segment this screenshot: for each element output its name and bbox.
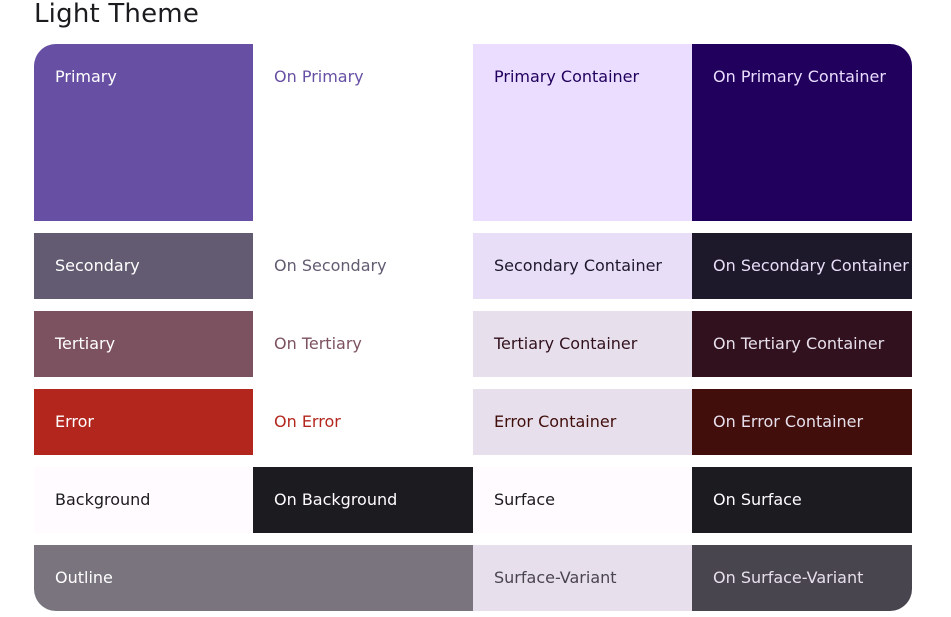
swatch-on-error: On Error: [253, 389, 473, 455]
swatch-error-container: Error Container: [473, 389, 692, 455]
swatch-background: Background: [34, 467, 253, 533]
swatch-error: Error: [34, 389, 253, 455]
swatch-outline: Outline: [34, 545, 473, 611]
swatch-surface: Surface: [473, 467, 692, 533]
swatch-on-tertiary: On Tertiary: [253, 311, 473, 377]
swatch-secondary: Secondary: [34, 233, 253, 299]
swatch-on-primary-container: On Primary Container: [692, 44, 912, 221]
swatch-on-secondary-container: On Secondary Container: [692, 233, 912, 299]
swatch-tertiary-container: Tertiary Container: [473, 311, 692, 377]
swatch-primary-container: Primary Container: [473, 44, 692, 221]
swatch-on-secondary: On Secondary: [253, 233, 473, 299]
swatch-surface-variant: Surface-Variant: [473, 545, 692, 611]
swatch-on-primary: On Primary: [253, 44, 473, 221]
page-title: Light Theme: [34, 0, 200, 29]
swatch-on-error-container: On Error Container: [692, 389, 912, 455]
swatch-primary: Primary: [34, 44, 253, 221]
swatch-on-surface-variant: On Surface-Variant: [692, 545, 912, 611]
swatch-secondary-container: Secondary Container: [473, 233, 692, 299]
swatch-on-surface: On Surface: [692, 467, 912, 533]
swatch-on-tertiary-container: On Tertiary Container: [692, 311, 912, 377]
swatch-on-background: On Background: [253, 467, 473, 533]
color-swatch-grid: Primary On Primary Primary Container On …: [34, 44, 912, 611]
swatch-tertiary: Tertiary: [34, 311, 253, 377]
